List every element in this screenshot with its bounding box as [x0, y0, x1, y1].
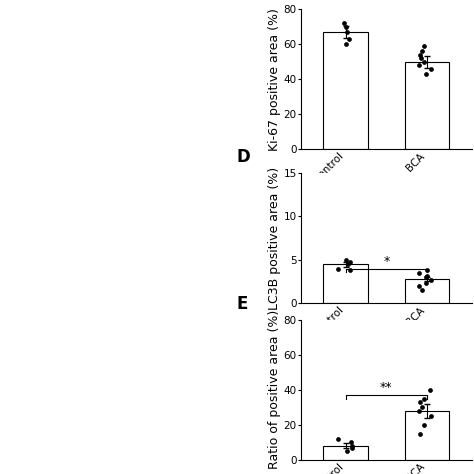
Point: [344, 261, 352, 268]
Y-axis label: Ki-67 positive area (%): Ki-67 positive area (%): [268, 8, 281, 151]
Y-axis label: LC3B positive area (%): LC3B positive area (%): [268, 167, 281, 310]
Bar: [323, 264, 368, 303]
Point: [420, 58, 428, 66]
Point: [423, 272, 430, 279]
Point: [415, 62, 423, 69]
Point: [418, 286, 426, 294]
Bar: [323, 32, 368, 149]
Bar: [405, 279, 449, 303]
Point: [419, 421, 427, 428]
Point: [415, 282, 423, 290]
Point: [419, 403, 426, 411]
Point: [422, 280, 430, 287]
Text: E: E: [236, 295, 247, 313]
Point: [341, 20, 348, 27]
Point: [344, 28, 351, 36]
Point: [426, 386, 433, 393]
Bar: [323, 446, 368, 460]
Point: [343, 447, 351, 455]
Text: C: C: [236, 0, 248, 2]
Point: [423, 266, 430, 274]
Point: [343, 23, 350, 31]
Point: [418, 55, 425, 62]
Point: [346, 36, 353, 43]
Point: [417, 51, 424, 59]
Point: [343, 41, 350, 48]
Point: [420, 42, 428, 50]
Text: D: D: [236, 148, 250, 166]
Point: [342, 256, 349, 264]
Point: [348, 444, 356, 451]
Y-axis label: Ratio of positive area (%): Ratio of positive area (%): [268, 310, 281, 469]
Point: [348, 442, 356, 449]
Bar: [405, 411, 449, 460]
Point: [416, 398, 423, 406]
Point: [346, 266, 354, 274]
Point: [415, 269, 423, 277]
Point: [334, 265, 342, 273]
Point: [427, 412, 434, 420]
Point: [415, 407, 423, 415]
Text: **: **: [380, 381, 392, 394]
Point: [347, 438, 355, 446]
Point: [427, 276, 434, 283]
Point: [416, 430, 423, 438]
Point: [420, 395, 428, 402]
Point: [346, 258, 354, 265]
Bar: [405, 62, 449, 149]
Point: [334, 435, 342, 443]
Point: [422, 70, 429, 78]
Point: [418, 48, 426, 55]
Point: [422, 273, 429, 281]
Point: [427, 65, 434, 73]
Text: *: *: [383, 255, 390, 268]
